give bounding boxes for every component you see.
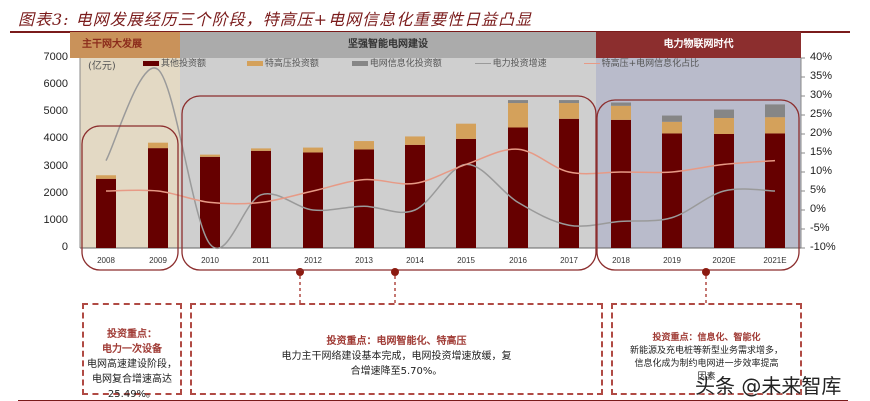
bar-segment	[354, 141, 374, 150]
y-tick-label: 7000	[43, 51, 68, 63]
note-body: 新能源及充电桩等新型业务需求增多， 信息化成为制约电网进一步效率提高 因素	[629, 346, 783, 382]
bar-segment	[508, 127, 528, 248]
x-tick-label: 2015	[457, 256, 475, 265]
phase-bracket	[596, 99, 800, 271]
bar-segment	[251, 150, 271, 248]
note-box-phase3: 投资重点：信息化、智能化 新能源及充电桩等新型业务需求增多， 信息化成为制约电网…	[611, 303, 802, 395]
x-tick-label: 2009	[149, 256, 167, 265]
y-tick-label: 0	[61, 241, 68, 253]
bar-segment	[456, 138, 476, 248]
legend: 其他投资额 特高压投资额 电网信息化投资额 电力投资增速 特高压+电网信息化占比	[143, 56, 699, 69]
x-tick-label: 2014	[406, 256, 424, 265]
y2-tick-label: 25%	[810, 108, 833, 120]
phase-header-backbone: 主干网大发展	[70, 32, 180, 58]
bar-segment	[559, 118, 579, 248]
legend-line	[583, 63, 600, 64]
bar-segment	[662, 133, 682, 248]
bar-segment	[148, 148, 168, 248]
bar-segment	[611, 119, 631, 248]
x-tick-label: 2017	[560, 256, 578, 265]
bar-segment	[303, 147, 323, 153]
y-tick-label: 2000	[43, 186, 68, 199]
note-box-phase2: 投资重点：电网智能化、特高压 电力主干网络建设基本完成，电网投资增速放缓，复 合…	[190, 303, 603, 395]
bar-segment	[662, 115, 682, 122]
x-tick-label: 2013	[355, 256, 373, 265]
y-tick-label: 5000	[43, 105, 68, 118]
bar-segment	[611, 105, 631, 120]
x-tick-label: 2008	[97, 256, 115, 265]
legend-swatch	[351, 61, 368, 66]
bar-segment	[148, 142, 168, 149]
legend-swatch	[143, 61, 159, 66]
legend-uhv-it-share: 特高压+电网信息化占比	[583, 59, 699, 69]
watermark: 头条 @未来智库	[695, 374, 842, 398]
bar-segment	[508, 103, 528, 128]
line-uhv-it-share	[105, 148, 776, 205]
note-heading: 投资重点：电网智能化、特高压	[326, 336, 467, 347]
bar-segment	[662, 121, 682, 134]
bar-segment	[405, 136, 425, 145]
x-tick-label: 2016	[509, 256, 527, 265]
x-tick-label: 2012	[304, 256, 322, 265]
bar-segment	[96, 175, 116, 179]
x-tick-label: 2021E	[763, 256, 787, 265]
bar-segment	[765, 117, 785, 134]
note-body: 电力主干网络建设基本完成，电网投资增速放缓，复 合增速降至5.70%。	[281, 351, 512, 377]
note-heading: 投资重点： 电力一次设备	[102, 329, 162, 355]
y-tick-label: 3000	[43, 159, 68, 172]
y2-tick-label: 15%	[810, 146, 833, 158]
bracket-anchor-dot	[296, 268, 304, 276]
bracket-anchor-dot	[702, 268, 710, 276]
note-body: 电网高速建设阶段， 电网复合增速高达 25.49%。	[87, 359, 177, 400]
y2-tick-label: 5%	[810, 184, 826, 196]
legend-power-growth: 电力投资增速	[474, 59, 547, 69]
bar-segment	[508, 100, 528, 104]
bar-segment	[354, 149, 374, 248]
y-tick-label: 6000	[43, 78, 68, 91]
bracket-anchor-dot	[391, 268, 399, 276]
y-tick-label: 1000	[43, 213, 68, 226]
legend-line	[474, 63, 491, 64]
phase-header-smart-grid: 坚强智能电网建设	[180, 32, 596, 58]
line-power-growth	[105, 67, 776, 249]
y-tick-label: 4000	[43, 132, 68, 145]
x-tick-label: 2018	[612, 256, 630, 265]
bar-segment	[611, 102, 631, 106]
phase-header-iot: 电力物联网时代	[596, 32, 801, 58]
legend-swatch	[246, 61, 263, 66]
legend-it-investment: 电网信息化投资额	[351, 59, 442, 69]
note-box-phase1: 投资重点： 电力一次设备 电网高速建设阶段， 电网复合增速高达 25.49%。	[82, 303, 182, 400]
legend-uhv-investment: 特高压投资额	[246, 59, 319, 69]
phase-bracket	[181, 95, 597, 271]
bar-segment	[559, 100, 579, 104]
bar-segment	[251, 148, 271, 151]
y2-tick-label: 10%	[810, 165, 833, 177]
x-tick-label: 2020E	[712, 256, 736, 265]
bar-segment	[714, 109, 734, 118]
legend-other-investment: 其他投资额	[143, 59, 206, 69]
bar-segment	[559, 103, 579, 119]
bar-segment	[405, 144, 425, 248]
y2-tick-label: 40%	[810, 51, 833, 63]
x-tick-label: 2011	[252, 256, 270, 265]
bar-segment	[714, 117, 734, 134]
phase-bracket	[81, 125, 179, 271]
bar-segment	[200, 154, 220, 157]
y2-tick-label: -10%	[810, 241, 836, 253]
y2-tick-label: -5%	[810, 222, 830, 234]
y2-tick-label: 20%	[810, 127, 833, 139]
y2-tick-label: 35%	[810, 70, 833, 82]
y2-tick-label: 30%	[810, 89, 833, 101]
bar-segment	[456, 123, 476, 139]
note-heading: 投资重点：信息化、智能化	[652, 333, 761, 343]
x-tick-label: 2010	[201, 256, 219, 265]
unit-label: (亿元)	[88, 61, 116, 72]
bar-segment	[765, 104, 785, 118]
y2-tick-label: 0%	[810, 203, 826, 215]
bar-segment	[303, 152, 323, 248]
x-tick-label: 2019	[663, 256, 681, 265]
bar-segment	[96, 178, 116, 248]
chart-title: 图表3: 电网发展经历三个阶段，特高压+电网信息化重要性日益凸显	[18, 10, 533, 29]
